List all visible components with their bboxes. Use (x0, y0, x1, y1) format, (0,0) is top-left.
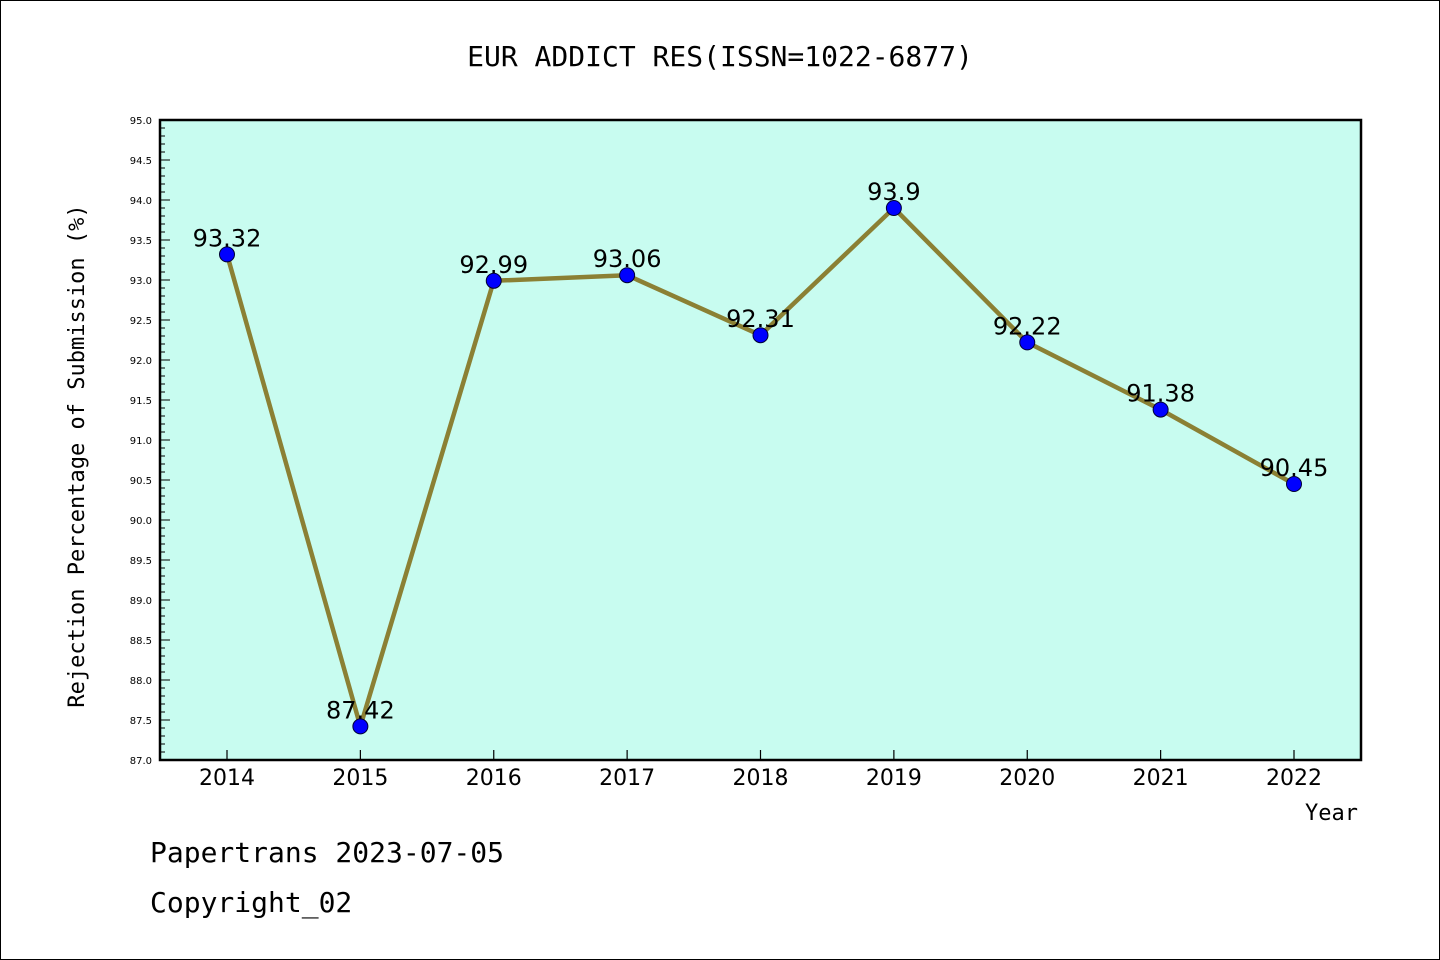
x-tick-label: 2021 (1133, 766, 1189, 791)
plot-area (158, 118, 1363, 762)
data-point (352, 718, 369, 735)
y-tick-label: 89.0 (130, 596, 152, 607)
data-point (1152, 401, 1169, 418)
series-line-group (219, 200, 1302, 735)
y-axis-label: Rejection Percentage of Submission (%) (65, 204, 90, 707)
data-label: 87.42 (326, 696, 395, 724)
y-tick-label: 89.5 (130, 556, 152, 567)
y-tick-label: 87.5 (130, 716, 152, 727)
x-tick-label: 2017 (599, 766, 655, 791)
data-label: 90.45 (1260, 454, 1329, 482)
data-point (485, 272, 502, 289)
y-tick-label: 92.5 (130, 316, 152, 327)
x-tick-label: 2022 (1266, 766, 1322, 791)
y-tick-label: 87.0 (130, 756, 152, 767)
footer-copyright: Copyright_02 (150, 886, 353, 919)
x-tick-label: 2020 (999, 766, 1055, 791)
y-tick-label: 93.5 (130, 236, 152, 247)
y-tick-label: 91.0 (130, 436, 152, 447)
y-tick-label: 88.0 (130, 676, 152, 687)
x-tick-label: 2015 (332, 766, 388, 791)
y-axis-ticks: 87.0 87.5 88.0 88.5 89.0 89.5 90.0 90.5 91.0 91.5… (130, 116, 170, 767)
x-tick-label: 2019 (866, 766, 922, 791)
data-label: 92.22 (993, 312, 1062, 340)
data-label: 92.31 (726, 305, 795, 333)
x-axis-label: Year (1305, 801, 1358, 826)
data-label: 93.9 (867, 178, 920, 206)
chart-title: EUR ADDICT RES(ISSN=1022-6877) (467, 40, 973, 73)
data-labels-group: 93.32 87.42 92.99 93.06 92.31 93.9 92.22 91.38 9… (193, 178, 1329, 724)
y-tick-label: 92.0 (130, 356, 152, 367)
x-axis-ticks: 2014 2015 2016 2017 2018 2019 2020 2021 2022 (199, 750, 1322, 791)
y-tick-label: 94.5 (130, 156, 152, 167)
x-tick-label: 2014 (199, 766, 255, 791)
y-tick-label: 94.0 (130, 196, 152, 207)
data-point (1286, 476, 1302, 492)
data-point (1019, 334, 1036, 351)
y-tick-label: 91.5 (130, 396, 152, 407)
data-point (752, 327, 769, 344)
y-tick-label: 93.0 (130, 276, 152, 287)
x-tick-label: 2018 (733, 766, 789, 791)
y-tick-label: 90.5 (130, 476, 152, 487)
data-label: 92.99 (459, 251, 528, 279)
data-label: 91.38 (1126, 380, 1195, 408)
data-label: 93.06 (593, 245, 662, 273)
x-tick-label: 2016 (466, 766, 522, 791)
y-tick-label: 88.5 (130, 636, 152, 647)
data-point (885, 200, 902, 216)
y-tick-label: 95.0 (130, 116, 152, 127)
footer-date: Papertrans 2023-07-05 (150, 836, 505, 869)
data-point (219, 246, 235, 263)
data-point (619, 267, 636, 284)
data-label: 93.32 (193, 224, 262, 252)
y-tick-label: 90.0 (130, 516, 152, 527)
